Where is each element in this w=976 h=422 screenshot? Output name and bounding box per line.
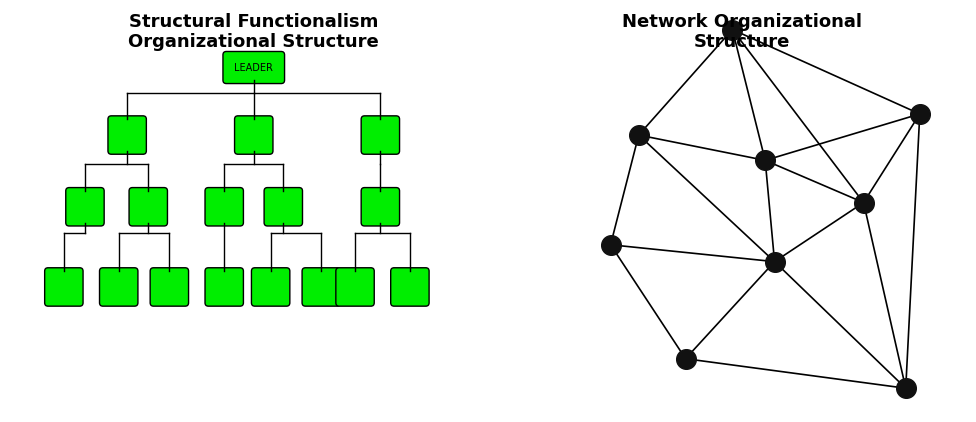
Point [677,355,693,362]
FancyBboxPatch shape [45,268,83,306]
Point [856,199,872,206]
FancyBboxPatch shape [205,187,243,226]
FancyBboxPatch shape [361,187,399,226]
FancyBboxPatch shape [100,268,138,306]
Point [724,26,740,33]
Point [757,157,773,164]
Point [767,258,783,265]
FancyBboxPatch shape [336,268,374,306]
FancyBboxPatch shape [234,116,273,154]
FancyBboxPatch shape [65,187,104,226]
Point [912,111,927,117]
Point [898,385,914,392]
FancyBboxPatch shape [129,187,168,226]
Point [630,132,646,138]
FancyBboxPatch shape [390,268,429,306]
Text: Network Organizational
Structure: Network Organizational Structure [622,13,862,51]
Point [603,241,619,248]
FancyBboxPatch shape [205,268,243,306]
FancyBboxPatch shape [264,187,303,226]
FancyBboxPatch shape [303,268,341,306]
Text: Structural Functionalism
Organizational Structure: Structural Functionalism Organizational … [129,13,379,51]
FancyBboxPatch shape [252,268,290,306]
FancyBboxPatch shape [223,51,285,84]
FancyBboxPatch shape [150,268,188,306]
FancyBboxPatch shape [108,116,146,154]
Text: LEADER: LEADER [234,62,273,73]
FancyBboxPatch shape [361,116,399,154]
